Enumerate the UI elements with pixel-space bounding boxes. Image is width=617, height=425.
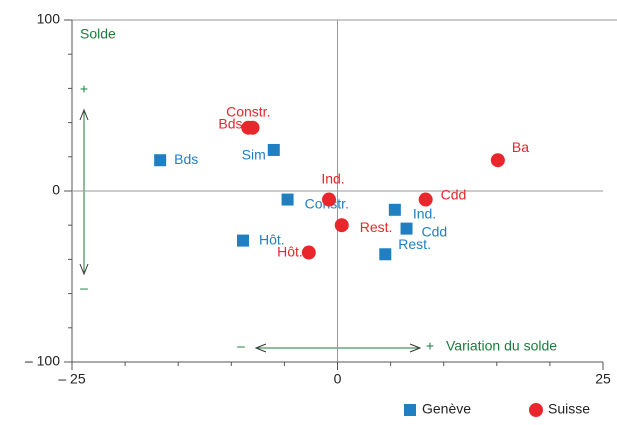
x-plus: +: [426, 338, 434, 354]
legend-label: Suisse: [548, 401, 590, 417]
point-label: Rest.: [398, 236, 431, 252]
legend-marker: [404, 404, 416, 416]
point: [267, 143, 280, 156]
x-arrow-heads: [254, 343, 422, 353]
point: [418, 192, 433, 207]
point: [388, 203, 401, 216]
point: [245, 120, 260, 135]
point-label: Bds: [174, 151, 198, 167]
point-label: Rest.: [360, 219, 393, 235]
point-label: Hôt.: [277, 243, 303, 259]
y-tick-label: 100: [37, 11, 61, 27]
point-label: Sim: [242, 147, 266, 163]
point-label: Cdd: [422, 223, 448, 239]
x-tick-label: – 25: [58, 371, 85, 387]
point: [400, 222, 413, 235]
point: [490, 153, 505, 168]
x-tick-label: 0: [334, 371, 342, 387]
y-plus: +: [80, 81, 88, 97]
point-label: Ba: [512, 139, 529, 155]
point: [379, 248, 392, 261]
y-tick-label: – 100: [25, 353, 60, 369]
point: [322, 192, 337, 207]
x-title: Variation du solde: [446, 338, 557, 354]
y-tick-label: 0: [52, 182, 60, 198]
point: [301, 245, 316, 260]
point: [281, 193, 294, 206]
y-title: Solde: [80, 26, 116, 42]
point-label: Ind.: [321, 170, 344, 186]
y-minus: –: [80, 280, 88, 296]
point-label: Cdd: [441, 186, 467, 202]
legend-marker: [529, 403, 543, 417]
point-label: Hôt.: [259, 231, 285, 247]
point: [236, 234, 249, 247]
point-label: Ind.: [413, 206, 436, 222]
point: [154, 154, 167, 167]
point-label: Constr.: [226, 103, 270, 119]
point-label: Bds: [218, 115, 242, 131]
y-arrow-heads: [79, 108, 89, 276]
legend-label: Genève: [422, 401, 471, 417]
point: [334, 218, 349, 233]
x-minus: –: [237, 338, 245, 354]
x-tick-label: 25: [595, 371, 611, 387]
